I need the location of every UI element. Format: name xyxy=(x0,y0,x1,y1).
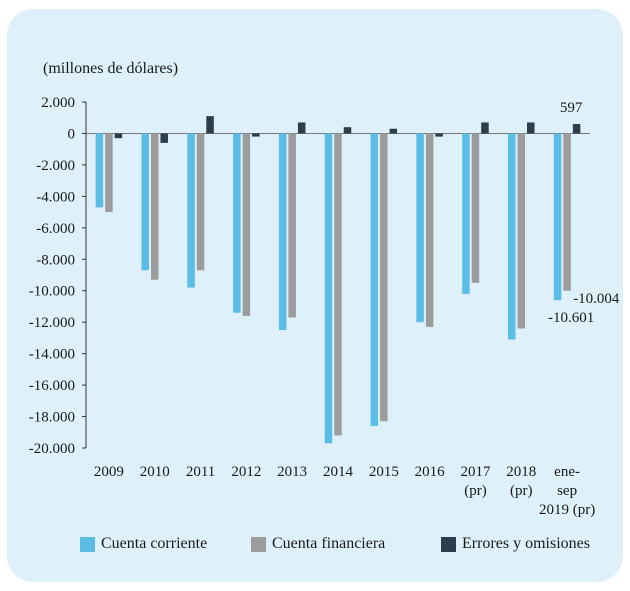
y-tick-label: -14.000 xyxy=(29,347,75,363)
bar-cuenta-corriente xyxy=(370,133,379,426)
bar-cuenta-financiera xyxy=(242,133,251,316)
bar-errores-y-omisiones xyxy=(206,116,214,134)
y-tick-label: -12.000 xyxy=(29,315,75,331)
x-tick-label: ene-sep 2019 (pr) xyxy=(539,464,595,518)
bar-cuenta-financiera xyxy=(288,133,296,318)
bar-cuenta-financiera xyxy=(105,133,113,213)
y-tick-label: 0 xyxy=(68,126,76,142)
bar-cuenta-corriente xyxy=(278,133,287,331)
x-tick-label: 2012 xyxy=(231,464,261,480)
bar-errores-y-omisiones xyxy=(527,122,535,134)
y-tick-label: -4.000 xyxy=(36,189,75,205)
unit-label: (millones de dólares) xyxy=(43,60,179,77)
bar-cuenta-financiera xyxy=(196,133,205,271)
x-tick-label: 2013 xyxy=(277,464,307,480)
bar-cuenta-corriente xyxy=(141,133,149,271)
legend-label-cuenta-financiera: Cuenta financiera xyxy=(272,535,386,552)
x-tick-label: 2016 xyxy=(415,464,446,480)
bar-errores-y-omisiones xyxy=(435,133,443,137)
bar-cuenta-financiera xyxy=(380,133,388,422)
bar-errores-y-omisiones xyxy=(160,133,168,143)
y-tick-label: -16.000 xyxy=(29,378,75,394)
bar-errores-y-omisiones xyxy=(481,122,489,134)
bar-cuenta-financiera xyxy=(517,133,526,329)
legend-item-cuenta-corriente: Cuenta corriente xyxy=(80,535,207,553)
bar-cuenta-corriente xyxy=(324,133,333,444)
bar-cuenta-corriente xyxy=(553,133,562,301)
y-tick-label: -6.000 xyxy=(36,221,75,237)
bar-errores-y-omisiones xyxy=(297,122,306,134)
x-tick-label: 2011 xyxy=(186,464,215,480)
x-tick-label: 2014 xyxy=(323,464,354,480)
x-tick-label: 2010 xyxy=(140,464,170,480)
bar-errores-y-omisiones xyxy=(572,124,581,134)
bar-cuenta-corriente xyxy=(416,133,424,323)
x-tick-label: 2017 (pr) xyxy=(460,464,491,499)
legend-item-errores-y-omisiones: Errores y omisiones xyxy=(441,535,590,553)
legend-label-cuenta-corriente: Cuenta corriente xyxy=(101,535,208,552)
bar-cuenta-corriente xyxy=(187,133,195,288)
legend-swatch-errores-y-omisiones xyxy=(441,536,456,552)
legend-swatch-cuenta-financiera xyxy=(251,536,266,552)
y-tick-label: -2.000 xyxy=(36,158,75,174)
legend-label-errores-y-omisiones: Errores y omisiones xyxy=(462,535,590,552)
bar-cuenta-corriente xyxy=(508,133,516,340)
y-tick-label: -8.000 xyxy=(36,252,75,268)
bar-errores-y-omisiones xyxy=(114,133,123,139)
x-tick-label: 2009 xyxy=(94,464,124,480)
bar-cuenta-corriente xyxy=(462,133,470,294)
y-tick-label: -18.000 xyxy=(29,410,75,426)
annotation-errores-value: 597 xyxy=(560,100,583,116)
legend-item-cuenta-financiera: Cuenta financiera xyxy=(251,535,385,553)
bar-cuenta-financiera xyxy=(471,133,480,283)
y-tick-label: 2.000 xyxy=(41,95,75,111)
y-tick-label: -10.000 xyxy=(29,284,75,300)
x-tick-label: 2018 (pr) xyxy=(506,464,536,499)
annotation-corriente-value: -10.601 xyxy=(548,310,594,326)
bar-errores-y-omisiones xyxy=(252,133,260,137)
bar-cuenta-financiera xyxy=(334,133,342,436)
x-tick-label: 2015 xyxy=(369,464,399,480)
legend-swatch-cuenta-corriente xyxy=(80,536,95,552)
bar-cuenta-financiera xyxy=(425,133,434,327)
y-tick-label: -20.000 xyxy=(29,441,75,457)
bar-errores-y-omisiones xyxy=(343,127,352,134)
bar-cuenta-corriente xyxy=(233,133,241,313)
annotation-financiera-value: -10.004 xyxy=(573,291,620,307)
bar-cuenta-corriente xyxy=(95,133,104,208)
bar-cuenta-financiera xyxy=(563,133,571,291)
bar-errores-y-omisiones xyxy=(389,128,398,134)
bar-cuenta-financiera xyxy=(150,133,159,280)
